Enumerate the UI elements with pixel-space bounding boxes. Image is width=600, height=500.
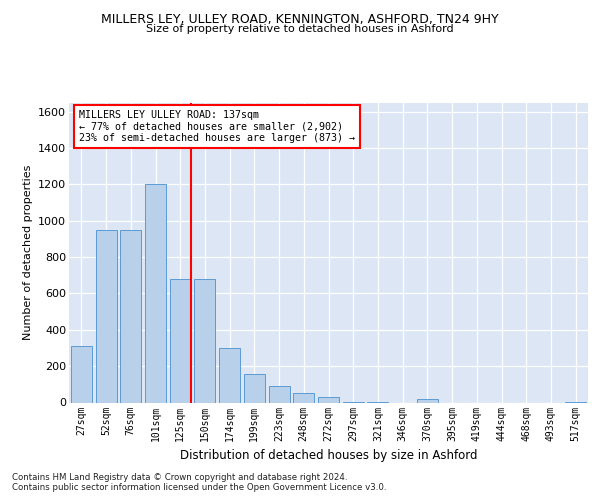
- Bar: [95, 230, 116, 402]
- Text: MILLERS LEY ULLEY ROAD: 137sqm
← 77% of detached houses are smaller (2,902)
23% : MILLERS LEY ULLEY ROAD: 137sqm ← 77% of …: [79, 110, 355, 143]
- Text: Size of property relative to detached houses in Ashford: Size of property relative to detached ho…: [146, 24, 454, 34]
- Bar: [293, 392, 314, 402]
- Bar: [170, 279, 191, 402]
- Y-axis label: Number of detached properties: Number of detached properties: [23, 165, 32, 340]
- Bar: [71, 346, 92, 403]
- Bar: [219, 348, 240, 403]
- Bar: [194, 279, 215, 402]
- Text: MILLERS LEY, ULLEY ROAD, KENNINGTON, ASHFORD, TN24 9HY: MILLERS LEY, ULLEY ROAD, KENNINGTON, ASH…: [101, 12, 499, 26]
- Bar: [145, 184, 166, 402]
- Bar: [244, 374, 265, 402]
- X-axis label: Distribution of detached houses by size in Ashford: Distribution of detached houses by size …: [180, 449, 477, 462]
- Bar: [120, 230, 141, 402]
- Bar: [269, 386, 290, 402]
- Bar: [318, 397, 339, 402]
- Text: Contains HM Land Registry data © Crown copyright and database right 2024.
Contai: Contains HM Land Registry data © Crown c…: [12, 472, 386, 492]
- Bar: [417, 399, 438, 402]
